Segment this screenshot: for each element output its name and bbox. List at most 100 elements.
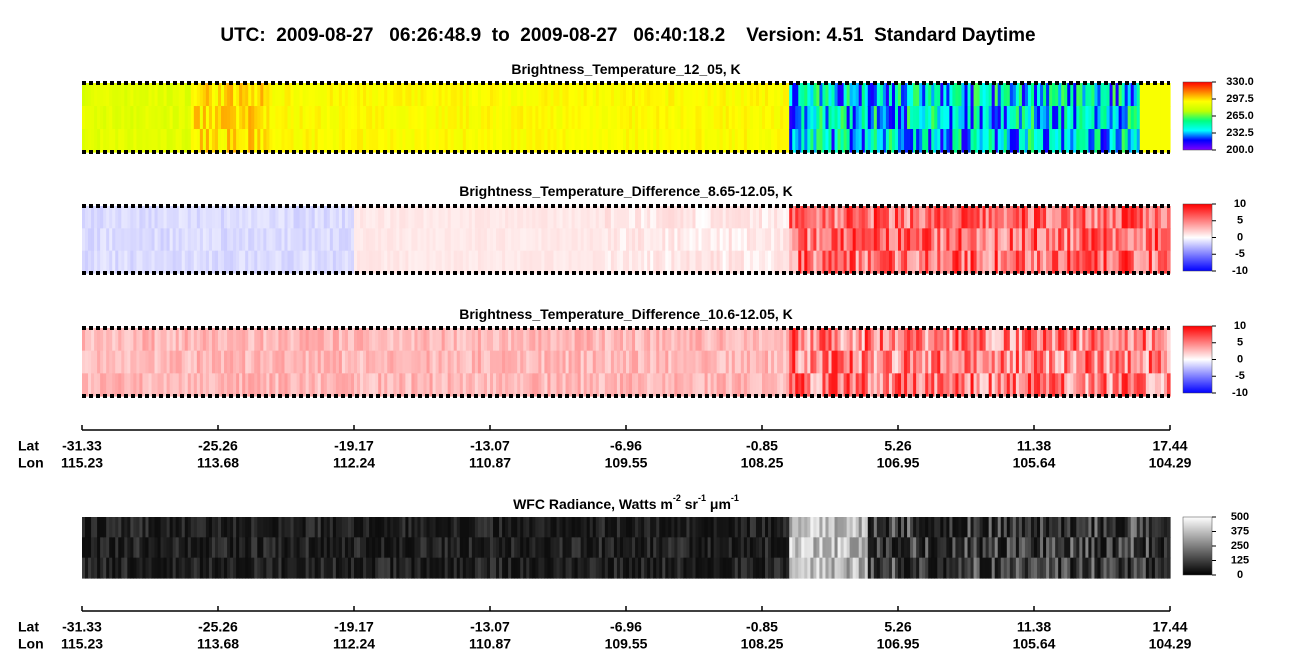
strip-cell [399,557,403,579]
strip-cell [1097,250,1102,274]
strip-cell [894,537,899,559]
strip-cell [372,373,376,397]
strip-cell [1100,83,1105,107]
strip-cell [347,206,352,229]
strip-cell [562,557,567,579]
strip-cell [1082,250,1086,274]
strip-cell [943,537,947,559]
strip-cell [529,129,533,153]
strip-cell [387,106,391,130]
strip-cell [94,350,98,374]
strip-cell [483,129,488,153]
strip-cell [1100,328,1105,352]
strip-cell [798,557,802,579]
strip-cell [444,228,449,252]
strip-cell [991,328,996,352]
strip-cell [650,373,654,397]
strip-cell [695,350,700,374]
strip-cell [193,83,198,107]
strip-cell [344,228,349,252]
strip-cell [894,373,899,397]
strip-cell [402,206,406,229]
strip-cell [1142,517,1147,538]
strip-cell [1037,557,1041,579]
strip-cell [354,328,358,352]
strip-cell [224,206,228,229]
strip-cell [474,517,479,538]
strip-cell [879,250,884,274]
strip-cell [1142,537,1147,559]
strip-cell [568,373,573,397]
strip-cell [722,350,727,374]
strip-cell [320,517,325,538]
strip-cell [1085,537,1089,559]
strip-cell [230,250,234,274]
strip-cell [148,328,153,352]
strip-cell [849,537,854,559]
strip-cell [731,250,736,274]
colorbar-tick-label: 330.0 [1226,76,1254,88]
strip-cell [901,373,905,397]
strip-cell [305,517,310,538]
strip-cell [148,250,153,274]
strip-cell [937,106,941,130]
strip-cell [916,350,920,374]
strip-cell [746,537,751,559]
strip-cell [538,328,542,352]
strip-cell [731,373,736,397]
strip-cell [121,517,125,538]
strip-cell [689,250,694,274]
strip-cell [616,373,621,397]
strip-cell [894,83,899,107]
strip-cell [169,537,174,559]
strip-cell [1139,350,1144,374]
strip-cell [1009,106,1014,130]
strip-cell [1027,517,1032,538]
strip-cell [1018,206,1023,229]
strip-cell [928,328,932,352]
strip-cell [768,206,772,229]
strip-cell [913,373,917,397]
strip-cell [801,328,805,352]
strip-cell [109,83,113,107]
strip-cell [538,250,542,274]
strip-cell [1121,83,1126,107]
strip-cell [577,537,582,559]
strip-cell [898,328,902,352]
strip-cell [490,373,494,397]
strip-cell [925,228,929,252]
strip-cell [172,83,177,107]
strip-cell [169,129,174,153]
strip-cell [1034,250,1038,274]
strip-cell [480,206,485,229]
strip-cell [468,517,473,538]
strip-cell [1030,129,1035,153]
strip-cell [810,206,814,229]
strip-cell [704,106,709,130]
strip-cell [88,373,92,397]
strip-cell [1118,206,1123,229]
strip-cell [317,328,322,352]
strip-cell [1040,228,1044,252]
strip-cell [644,250,648,274]
strip-cell [1067,517,1071,538]
strip-cell [465,537,470,559]
strip-cell [1160,83,1165,107]
strip-cell [154,250,159,274]
strip-cell [656,517,660,538]
strip-cell [347,537,352,559]
strip-cell [121,537,125,559]
strip-cell [737,537,742,559]
strip-cell [982,557,987,579]
strip-cell [885,373,890,397]
strip-cell [1040,206,1044,229]
strip-cell [913,537,917,559]
strip-cell [574,228,579,252]
strip-cell [1139,250,1144,274]
strip-cell [952,129,957,153]
strip-cell [462,517,467,538]
strip-cell [955,537,960,559]
strip-cell [786,328,790,352]
strip-cell [1000,350,1005,374]
strip-cell [610,83,615,107]
